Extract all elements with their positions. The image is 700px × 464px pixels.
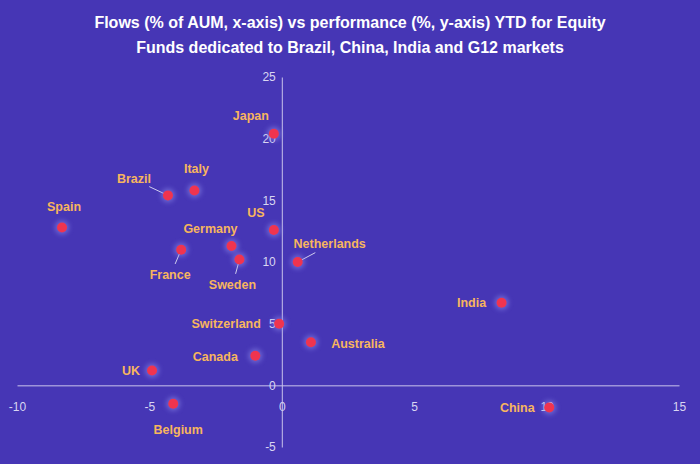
y-tick-label: 10 bbox=[262, 255, 276, 269]
y-tick-label: -5 bbox=[265, 440, 276, 454]
x-tick-label: -10 bbox=[9, 400, 27, 414]
point-glow bbox=[291, 255, 305, 269]
y-tick-label: 0 bbox=[269, 379, 276, 393]
y-tick: 15 bbox=[262, 194, 281, 208]
point-glow bbox=[304, 335, 318, 349]
point-glow bbox=[224, 239, 238, 253]
point bbox=[269, 225, 279, 235]
point-glow bbox=[248, 349, 262, 363]
point-label: US bbox=[247, 206, 264, 220]
point-label: Canada bbox=[193, 350, 239, 364]
point-glow bbox=[55, 220, 69, 234]
background bbox=[0, 0, 700, 464]
title: Flows (% of AUM, x-axis) vs performance … bbox=[94, 14, 605, 56]
point bbox=[147, 366, 157, 376]
point bbox=[163, 190, 173, 200]
point bbox=[226, 241, 236, 251]
point-label: Germany bbox=[183, 222, 237, 236]
point-label: France bbox=[150, 268, 191, 282]
point-label: Japan bbox=[233, 109, 269, 123]
point-glow bbox=[542, 401, 556, 415]
leaders bbox=[149, 187, 315, 274]
x-tick: -5 bbox=[145, 385, 156, 414]
points bbox=[55, 127, 556, 415]
point-glow bbox=[272, 317, 286, 331]
point bbox=[274, 319, 284, 329]
point bbox=[234, 255, 244, 265]
point-glow bbox=[232, 253, 246, 267]
point-label: Switzerland bbox=[191, 317, 260, 331]
point-label: China bbox=[500, 401, 536, 415]
point-label: Spain bbox=[47, 200, 81, 214]
point-label: UK bbox=[122, 364, 140, 378]
point bbox=[293, 257, 303, 267]
title-line: Flows (% of AUM, x-axis) vs performance … bbox=[94, 14, 605, 31]
y-tick-label: 25 bbox=[262, 70, 276, 84]
point-label: Belgium bbox=[154, 423, 203, 437]
y-tick: 10 bbox=[262, 255, 281, 269]
y-tick: 25 bbox=[262, 70, 281, 84]
y-axis: -50510152025 bbox=[262, 70, 282, 454]
y-tick: 0 bbox=[269, 379, 282, 393]
point-label: Italy bbox=[184, 162, 209, 176]
chart: Flows (% of AUM, x-axis) vs performance … bbox=[0, 0, 700, 464]
point-glow bbox=[145, 364, 159, 378]
point-label: Netherlands bbox=[294, 237, 366, 251]
point-glow bbox=[161, 188, 175, 202]
point-label: Brazil bbox=[117, 172, 151, 186]
y-tick: -5 bbox=[265, 440, 282, 454]
point bbox=[250, 351, 260, 361]
x-tick: -10 bbox=[9, 385, 27, 414]
point-labels: Japan Brazil Italy Spain Germany US France Swed… bbox=[47, 109, 536, 437]
point-label: Australia bbox=[331, 337, 386, 351]
point-glow bbox=[495, 296, 509, 310]
x-axis: -10-5051015 bbox=[9, 385, 687, 414]
point bbox=[168, 399, 178, 409]
x-tick: 10 bbox=[540, 385, 554, 414]
x-tick-label: 15 bbox=[673, 400, 687, 414]
point bbox=[176, 245, 186, 255]
point-glow bbox=[267, 127, 281, 141]
point-glow bbox=[187, 183, 201, 197]
x-tick: 15 bbox=[673, 385, 687, 414]
point-label: Sweden bbox=[209, 278, 256, 292]
point-glow bbox=[267, 223, 281, 237]
point-glow bbox=[174, 243, 188, 257]
point bbox=[544, 403, 554, 413]
x-axis-line bbox=[18, 385, 680, 386]
y-axis-line bbox=[282, 78, 283, 448]
point bbox=[189, 185, 199, 195]
point-label: India bbox=[457, 296, 487, 310]
point bbox=[497, 298, 507, 308]
x-tick-label: 5 bbox=[411, 400, 418, 414]
point-glow bbox=[166, 397, 180, 411]
x-tick: 5 bbox=[411, 385, 418, 414]
point bbox=[269, 129, 279, 139]
x-tick-label: -5 bbox=[145, 400, 156, 414]
point bbox=[306, 337, 316, 347]
point bbox=[57, 222, 67, 232]
title-line: Funds dedicated to Brazil, China, India … bbox=[136, 39, 564, 56]
